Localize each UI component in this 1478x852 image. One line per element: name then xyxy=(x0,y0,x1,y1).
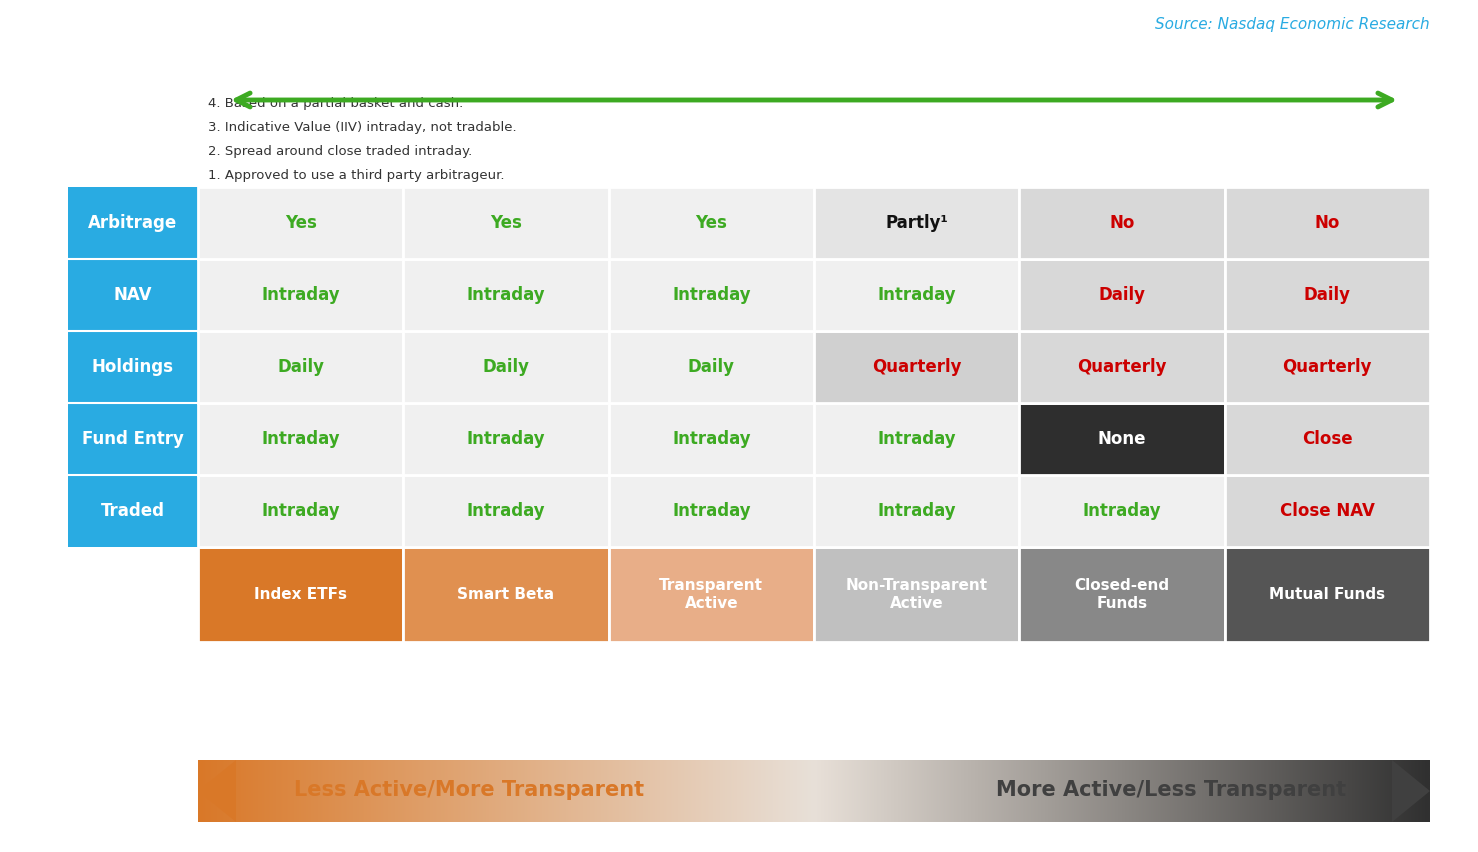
Bar xyxy=(609,475,814,547)
Text: Intraday: Intraday xyxy=(467,502,545,520)
Bar xyxy=(1020,403,1225,475)
Text: Daily: Daily xyxy=(278,358,324,376)
Bar xyxy=(1020,331,1225,403)
Text: None: None xyxy=(1098,430,1147,448)
Text: Transparent
Active: Transparent Active xyxy=(659,579,763,611)
Bar xyxy=(198,403,403,475)
Text: Traded: Traded xyxy=(101,502,166,520)
Text: Arbitrage: Arbitrage xyxy=(89,214,177,232)
Bar xyxy=(1020,259,1225,331)
Bar xyxy=(198,331,403,403)
Text: Smart Beta: Smart Beta xyxy=(457,587,554,602)
Text: Quarterly: Quarterly xyxy=(1077,358,1166,376)
Text: More Active/Less Transparent: More Active/Less Transparent xyxy=(996,780,1346,800)
Bar xyxy=(814,187,1020,259)
Bar xyxy=(1225,403,1431,475)
Text: Intraday: Intraday xyxy=(672,502,751,520)
Text: Less Active/More Transparent: Less Active/More Transparent xyxy=(294,780,644,800)
Text: Intraday: Intraday xyxy=(262,502,340,520)
Text: Fund Entry: Fund Entry xyxy=(83,430,183,448)
Polygon shape xyxy=(198,760,236,822)
Bar xyxy=(814,403,1020,475)
Bar xyxy=(814,475,1020,547)
Bar xyxy=(814,259,1020,331)
Bar xyxy=(403,403,609,475)
Bar xyxy=(814,547,1020,642)
Text: Quarterly: Quarterly xyxy=(1283,358,1372,376)
Text: Intraday: Intraday xyxy=(878,286,956,304)
Bar xyxy=(1020,475,1225,547)
Bar xyxy=(198,187,403,259)
Bar xyxy=(1020,547,1225,642)
Text: Non-Transparent
Active: Non-Transparent Active xyxy=(845,579,987,611)
Text: Partly¹: Partly¹ xyxy=(885,214,947,232)
Text: Source: Nasdaq Economic Research: Source: Nasdaq Economic Research xyxy=(1156,17,1431,32)
Text: 1. Approved to use a third party arbitrageur.: 1. Approved to use a third party arbitra… xyxy=(208,169,504,182)
Text: Intraday: Intraday xyxy=(467,430,545,448)
Text: Yes: Yes xyxy=(695,214,727,232)
Text: 3. Indicative Value (IIV) intraday, not tradable.: 3. Indicative Value (IIV) intraday, not … xyxy=(208,121,517,134)
Text: Intraday: Intraday xyxy=(672,430,751,448)
Text: No: No xyxy=(1314,214,1341,232)
Bar xyxy=(198,475,403,547)
Text: Daily: Daily xyxy=(687,358,735,376)
Bar xyxy=(609,403,814,475)
Text: Daily: Daily xyxy=(482,358,529,376)
Text: Intraday: Intraday xyxy=(1083,502,1162,520)
Bar xyxy=(1020,187,1225,259)
Bar xyxy=(609,187,814,259)
Text: Index ETFs: Index ETFs xyxy=(254,587,347,602)
Bar xyxy=(1225,475,1431,547)
Bar xyxy=(609,259,814,331)
Text: Yes: Yes xyxy=(491,214,522,232)
Text: Intraday: Intraday xyxy=(262,286,340,304)
Text: 4. Based on a partial basket and cash.: 4. Based on a partial basket and cash. xyxy=(208,97,463,110)
Bar xyxy=(1225,259,1431,331)
Bar xyxy=(198,547,403,642)
Text: Mutual Funds: Mutual Funds xyxy=(1270,587,1385,602)
Bar xyxy=(1225,187,1431,259)
Bar xyxy=(68,187,198,547)
Bar xyxy=(609,547,814,642)
Text: Daily: Daily xyxy=(1304,286,1351,304)
Text: Intraday: Intraday xyxy=(878,502,956,520)
Text: Intraday: Intraday xyxy=(672,286,751,304)
Text: Holdings: Holdings xyxy=(92,358,174,376)
Polygon shape xyxy=(1392,760,1431,822)
Bar xyxy=(403,475,609,547)
Bar xyxy=(403,331,609,403)
Text: No: No xyxy=(1110,214,1135,232)
Text: Intraday: Intraday xyxy=(467,286,545,304)
Bar xyxy=(1225,547,1431,642)
Bar xyxy=(609,331,814,403)
Bar xyxy=(403,187,609,259)
Text: Close: Close xyxy=(1302,430,1352,448)
Bar xyxy=(403,547,609,642)
Text: 2. Spread around close traded intraday.: 2. Spread around close traded intraday. xyxy=(208,145,473,158)
Text: Intraday: Intraday xyxy=(878,430,956,448)
Bar xyxy=(814,331,1020,403)
Text: Yes: Yes xyxy=(285,214,316,232)
Text: NAV: NAV xyxy=(114,286,152,304)
Text: Intraday: Intraday xyxy=(262,430,340,448)
Bar xyxy=(403,259,609,331)
Bar xyxy=(198,259,403,331)
Bar xyxy=(1225,331,1431,403)
Text: Close NAV: Close NAV xyxy=(1280,502,1375,520)
Text: Closed-end
Funds: Closed-end Funds xyxy=(1075,579,1169,611)
Text: Daily: Daily xyxy=(1098,286,1145,304)
Text: Quarterly: Quarterly xyxy=(872,358,961,376)
